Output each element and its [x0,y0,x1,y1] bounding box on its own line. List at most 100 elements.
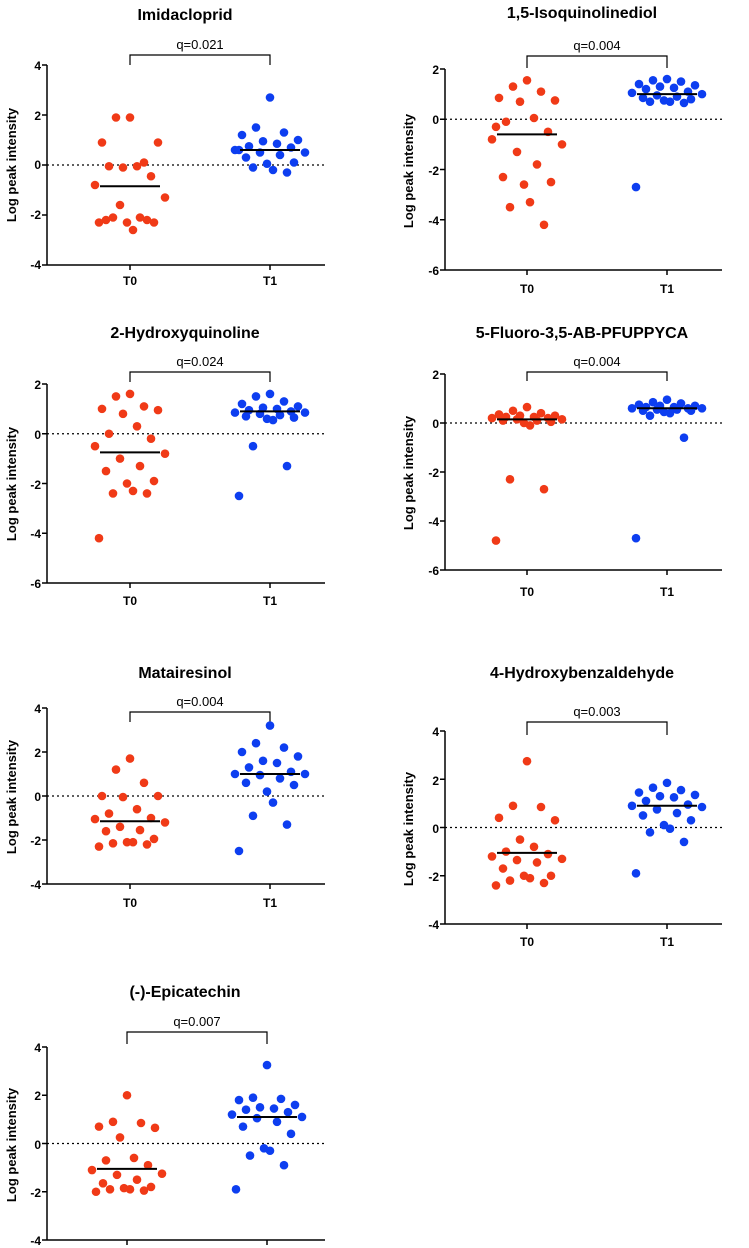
data-point-t0 [132,1175,142,1184]
data-point-t0 [150,1123,160,1133]
data-point-t0 [132,421,142,431]
y-tick-label: 4 [34,702,41,716]
data-point-t0 [108,1117,118,1127]
x-tick-label: T1 [263,594,277,608]
y-axis-label: Log peak intensity [401,113,416,228]
y-tick-label: 2 [34,746,41,760]
data-point-t0 [539,220,549,230]
data-point-t1 [679,837,689,847]
data-point-t1 [275,774,285,783]
y-axis-label: Log peak intensity [4,107,19,222]
data-point-t1 [641,796,651,806]
q-label: q=0.024 [176,354,223,369]
x-tick-label: T1 [660,585,674,599]
data-point-t0 [532,416,542,425]
data-point-t0 [87,1165,97,1175]
data-point-t1 [265,1146,275,1156]
data-point-t1 [231,1185,241,1194]
data-point-t0 [142,215,152,225]
panel-epicatechin: (-)-Epicatechin q=0.007 4 2 0 -2 -4 T0 L… [4,984,241,1248]
data-point-t1 [627,404,637,413]
data-point-t1 [289,780,299,790]
data-point-t0 [108,489,118,498]
data-point-t0 [139,778,149,788]
data-point-t1 [248,811,258,821]
y-tick-label: -4 [428,515,439,529]
data-point-t1 [230,408,240,417]
data-point-t1 [697,802,707,812]
data-point-t1 [237,130,247,140]
data-point-t0 [536,408,546,418]
data-point-t0 [105,1185,115,1194]
data-point-t0 [505,202,515,212]
data-point-t1 [241,1105,251,1115]
data-point-t0 [122,479,132,488]
data-point-t1 [275,410,285,420]
data-point-t0 [97,404,107,414]
data-point-t0 [153,138,163,147]
data-point-t0 [128,225,138,235]
data-point-t1 [276,1094,286,1104]
y-tick-label: 0 [34,1138,41,1152]
data-point-t0 [543,849,553,859]
data-point-t1 [268,165,278,175]
x-tick-label: T0 [123,274,137,288]
data-point-t0 [136,1118,146,1128]
significance-bracket [526,371,668,381]
data-point-t0 [111,765,121,774]
plot-area [42,707,325,889]
y-tick-label: -2 [30,478,41,492]
data-point-t0 [487,852,497,861]
data-point-t0 [111,392,121,401]
data-point-t0 [525,873,535,883]
significance-bracket [526,721,668,735]
data-point-t1 [638,93,648,103]
data-point-t0 [557,140,567,149]
data-point-t1 [289,158,299,167]
q-label: q=0.003 [573,704,620,719]
data-point-t1 [248,1093,258,1102]
data-point-t0 [532,858,542,867]
data-point-t0 [550,815,560,825]
data-point-t0 [108,213,118,222]
data-point-t1 [251,123,261,132]
y-tick-label: -4 [30,258,41,272]
data-point-t1 [648,783,658,792]
data-point-t1 [631,182,641,192]
plot-area [440,55,722,275]
y-tick-label: -6 [428,264,439,278]
data-point-t1 [272,758,282,768]
y-tick-label: 0 [432,113,439,127]
q-label: q=0.004 [573,38,620,53]
data-point-t1 [697,89,707,99]
y-tick-label: 2 [34,1089,41,1103]
panel-title: Matairesinol [138,665,231,682]
panel-title: 4-Hydroxybenzaldehyde [490,665,674,682]
data-point-t0 [160,193,170,202]
plot-area [440,371,722,575]
data-point-t1 [265,389,275,399]
data-point-t0 [94,1122,104,1131]
data-point-t1 [227,1110,237,1119]
data-point-t1 [627,801,637,811]
data-point-t1 [237,747,247,757]
data-point-t0 [90,180,100,190]
data-point-t1 [665,97,675,106]
q-label: q=0.007 [173,1014,220,1029]
data-point-t0 [505,876,515,885]
significance-bracket [526,55,668,68]
data-point-t1 [244,141,254,151]
data-point-t0 [501,117,511,127]
panel-hydroxybenzaldehyde: 4-Hydroxybenzaldehyde q=0.003 4 2 0 -2 -… [401,665,674,949]
y-tick-label: 0 [432,822,439,836]
data-point-t1 [293,752,303,761]
significance-bracket [129,711,271,722]
data-point-t1 [665,408,675,418]
data-point-t0 [160,818,170,827]
y-tick-label: -6 [428,564,439,578]
data-point-t0 [97,791,107,801]
data-point-t1 [697,404,707,413]
x-tick-label: T0 [123,594,137,608]
x-tick-label: T0 [123,896,137,910]
data-point-t0 [501,847,511,856]
